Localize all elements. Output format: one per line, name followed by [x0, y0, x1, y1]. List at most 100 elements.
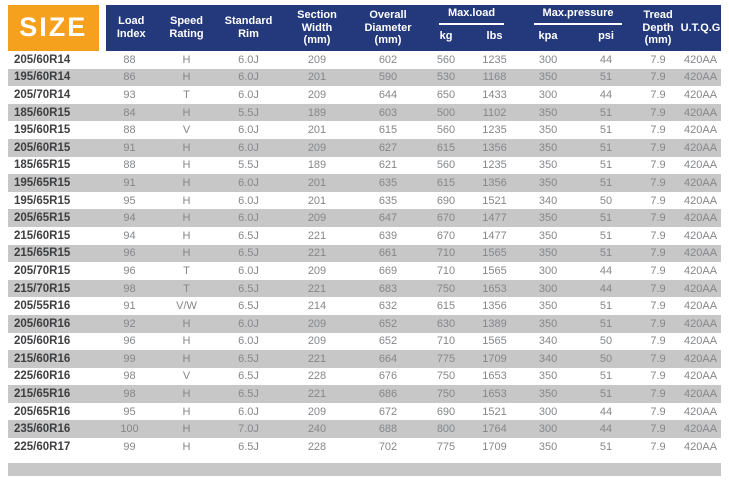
- value-cell: 690: [436, 194, 456, 207]
- value-cell: 44: [599, 282, 613, 295]
- table-row: 185/60R15 84 H 5.5J 189 603 500 1102 350 51 7.9 420…: [8, 103, 722, 122]
- col-header-speed-rating: Speed Rating: [157, 5, 216, 51]
- value-cell: 300: [538, 88, 558, 101]
- value-cell: 5.5J: [238, 106, 259, 119]
- size-cell: 185/65R15: [14, 159, 71, 172]
- value-cell: 300: [538, 53, 558, 66]
- value-cell: 50: [599, 352, 613, 365]
- size-cell: 215/60R16: [14, 352, 71, 365]
- value-cell: 51: [599, 106, 613, 119]
- value-cell: 615: [436, 176, 456, 189]
- value-cell: 350: [538, 317, 558, 330]
- value-cell: 51: [599, 71, 613, 84]
- value-cell: 96: [123, 335, 136, 348]
- size-cell: 215/65R15: [14, 247, 71, 260]
- size-cell: 195/60R14: [14, 71, 71, 84]
- value-cell: H: [182, 229, 191, 242]
- value-cell: 750: [436, 282, 456, 295]
- value-cell: 800: [436, 423, 456, 436]
- table-row: 215/65R15 96 H 6.5J 221 661 710 1565 350 51 7.9 420…: [8, 244, 722, 263]
- value-cell: 100: [120, 423, 139, 436]
- table-row: 205/60R14 88 H 6.0J 209 602 560 1235 300 44 7.9 420…: [8, 51, 721, 69]
- value-cell: 647: [378, 212, 398, 225]
- value-cell: 1565: [482, 335, 507, 348]
- value-cell: 1102: [482, 106, 507, 119]
- value-cell: 1235: [482, 159, 507, 172]
- value-cell: 214: [307, 300, 327, 313]
- value-cell: T: [183, 88, 190, 101]
- value-cell: H: [182, 317, 191, 330]
- value-cell: 209: [307, 88, 327, 101]
- value-cell: 420AA: [684, 212, 718, 225]
- value-cell: 644: [378, 88, 398, 101]
- value-cell: H: [182, 405, 191, 418]
- value-cell: 7.9: [650, 370, 666, 383]
- value-cell: 350: [538, 229, 558, 242]
- value-cell: 632: [378, 300, 398, 313]
- value-cell: 44: [599, 423, 613, 436]
- col-header-kg: kg: [423, 25, 469, 51]
- value-cell: 7.9: [650, 212, 666, 225]
- value-cell: 1477: [482, 212, 507, 225]
- value-cell: H: [182, 176, 191, 189]
- value-cell: 7.9: [650, 300, 666, 313]
- value-cell: V: [182, 370, 191, 383]
- value-cell: 209: [307, 53, 327, 66]
- value-cell: 201: [307, 176, 327, 189]
- value-cell: 750: [436, 370, 456, 383]
- value-cell: 201: [307, 194, 327, 207]
- value-cell: 44: [599, 53, 613, 66]
- value-cell: 221: [307, 352, 327, 365]
- value-cell: 6.5J: [238, 300, 259, 313]
- value-cell: 209: [307, 212, 327, 225]
- value-cell: 1356: [482, 176, 507, 189]
- value-cell: 420AA: [684, 194, 718, 207]
- value-cell: 420AA: [684, 124, 718, 137]
- value-cell: 560: [436, 124, 456, 137]
- value-cell: 676: [378, 370, 398, 383]
- max-pressure-label: Max.pressure: [533, 7, 623, 25]
- value-cell: 300: [538, 423, 558, 436]
- value-cell: 500: [436, 106, 456, 119]
- table-row: 225/60R16 98 V 6.5J 228 676 750 1653 350 51 7.9 420…: [8, 368, 721, 386]
- value-cell: 228: [307, 440, 327, 453]
- value-cell: 350: [538, 124, 558, 137]
- col-header-kpa: kpa: [520, 25, 577, 51]
- value-cell: 710: [436, 264, 456, 277]
- value-cell: 1356: [482, 141, 507, 154]
- value-cell: T: [183, 264, 190, 277]
- value-cell: 95: [123, 405, 136, 418]
- value-cell: 530: [436, 71, 456, 84]
- value-cell: 7.9: [650, 141, 666, 154]
- value-cell: 7.9: [650, 247, 666, 260]
- value-cell: 6.5J: [238, 388, 259, 401]
- value-cell: 7.9: [650, 388, 666, 401]
- value-cell: 6.5J: [238, 440, 259, 453]
- value-cell: 96: [123, 247, 136, 260]
- table-row: 225/60R17 99 H 6.5J 228 702 775 1709 350 51 7.9 420…: [8, 438, 721, 456]
- table-row: 205/60R15 91 H 6.0J 209 627 615 1356 350 51 7.9 420…: [8, 138, 722, 157]
- value-cell: 1565: [482, 264, 507, 277]
- value-cell: 420AA: [684, 405, 718, 418]
- value-cell: 661: [378, 247, 398, 260]
- col-header-overall-diameter: Overall Diameter (mm): [353, 5, 423, 51]
- value-cell: 51: [599, 141, 613, 154]
- value-cell: H: [182, 159, 191, 172]
- size-cell: 205/60R14: [14, 53, 71, 66]
- value-cell: 350: [538, 370, 558, 383]
- value-cell: 1653: [482, 370, 507, 383]
- value-cell: 1521: [482, 194, 507, 207]
- value-cell: H: [182, 194, 191, 207]
- value-cell: H: [182, 53, 191, 66]
- value-cell: 221: [307, 247, 327, 260]
- value-cell: 6.0J: [238, 194, 259, 207]
- value-cell: 420AA: [684, 317, 718, 330]
- table-row: 195/60R14 86 H 6.0J 201 590 530 1168 350 51 7.9 420…: [8, 68, 722, 87]
- value-cell: 1709: [482, 440, 507, 453]
- value-cell: 602: [378, 53, 398, 66]
- value-cell: 7.9: [650, 335, 666, 348]
- value-cell: 94: [123, 212, 136, 225]
- value-cell: 209: [307, 141, 327, 154]
- value-cell: 221: [307, 388, 327, 401]
- value-cell: 669: [378, 264, 398, 277]
